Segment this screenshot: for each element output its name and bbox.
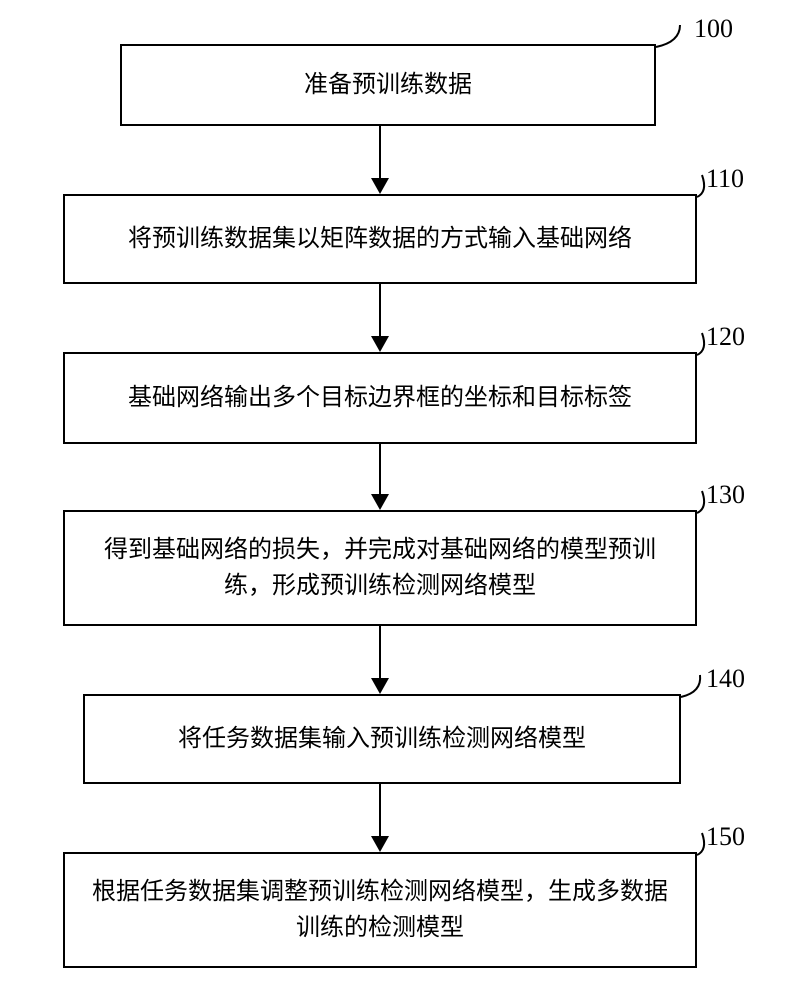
node-label: 110 [706, 164, 744, 194]
flowchart-node: 准备预训练数据 [120, 44, 656, 126]
node-label: 100 [694, 14, 733, 44]
node-label: 140 [706, 664, 745, 694]
flowchart-node: 得到基础网络的损失，并完成对基础网络的模型预训练，形成预训练检测网络模型 [63, 510, 697, 626]
node-text: 将任务数据集输入预训练检测网络模型 [178, 721, 586, 757]
flowchart-node: 将预训练数据集以矩阵数据的方式输入基础网络 [63, 194, 697, 284]
callout-curve [0, 0, 788, 1000]
flowchart-arrow [379, 784, 381, 836]
flowchart-arrowhead [371, 178, 389, 194]
flowchart-node: 将任务数据集输入预训练检测网络模型 [83, 694, 681, 784]
flowchart-arrowhead [371, 678, 389, 694]
callout-curve [0, 0, 788, 1000]
flowchart-arrow [379, 444, 381, 494]
flowchart-arrowhead [371, 336, 389, 352]
node-text: 将预训练数据集以矩阵数据的方式输入基础网络 [128, 221, 632, 257]
node-label: 130 [706, 480, 745, 510]
node-text: 得到基础网络的损失，并完成对基础网络的模型预训练，形成预训练检测网络模型 [85, 532, 675, 604]
callout-curve [0, 0, 788, 1000]
node-text: 准备预训练数据 [304, 67, 472, 103]
node-text: 根据任务数据集调整预训练检测网络模型，生成多数据训练的检测模型 [85, 874, 675, 946]
callout-curve [0, 0, 788, 1000]
node-label: 120 [706, 322, 745, 352]
flowchart-arrow [379, 126, 381, 178]
flowchart-arrowhead [371, 836, 389, 852]
flowchart-node: 根据任务数据集调整预训练检测网络模型，生成多数据训练的检测模型 [63, 852, 697, 968]
flowchart-arrowhead [371, 494, 389, 510]
flowchart-node: 基础网络输出多个目标边界框的坐标和目标标签 [63, 352, 697, 444]
flowchart-arrow [379, 626, 381, 678]
flowchart-arrow [379, 284, 381, 336]
callout-curve [0, 0, 788, 1000]
node-label: 150 [706, 822, 745, 852]
callout-curve [0, 0, 788, 1000]
node-text: 基础网络输出多个目标边界框的坐标和目标标签 [128, 380, 632, 416]
flowchart-container: 准备预训练数据 100 将预训练数据集以矩阵数据的方式输入基础网络 110 基础… [0, 0, 788, 1000]
